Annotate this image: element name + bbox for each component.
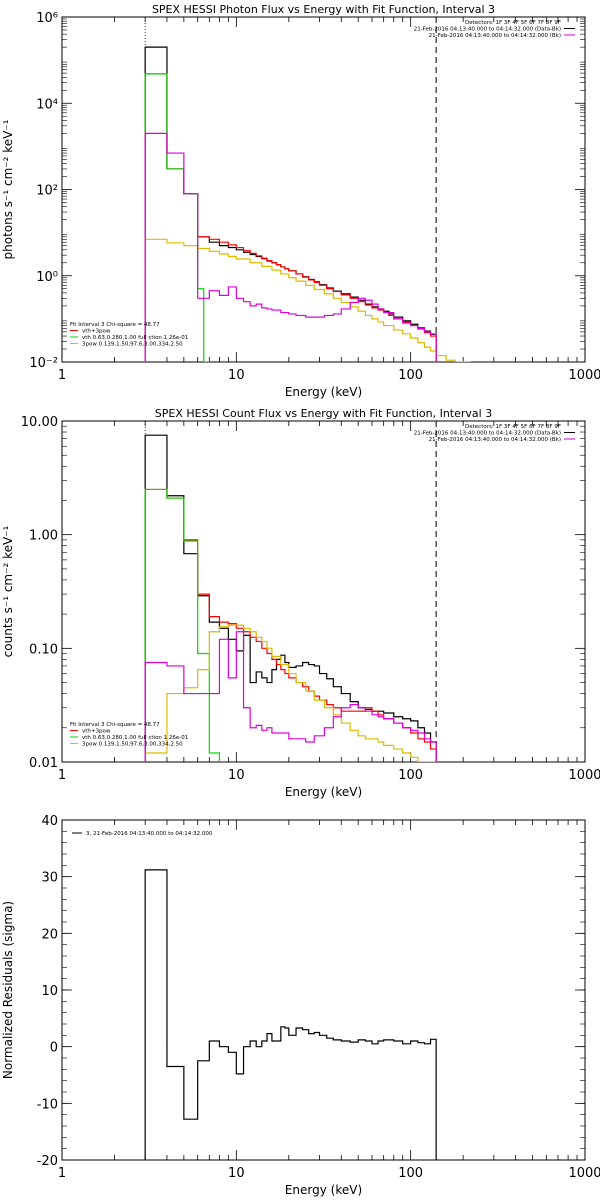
legend-bottomleft-text: vth+3pow [82, 329, 111, 335]
legend-bottomleft-text: vth 0.63,0.280,1.00 full ction 1.26e-01 [82, 735, 188, 741]
y-tick-label: 20 [41, 927, 58, 942]
x-tick-label: 100 [398, 1166, 423, 1181]
series-4-line [144, 631, 437, 762]
y-tick-label: 0.10 [29, 642, 58, 657]
y-tick-label: 10⁴ [36, 97, 58, 112]
y-axis-label: counts s⁻¹ cm⁻² keV⁻¹ [1, 525, 15, 657]
series-0-line [144, 434, 437, 762]
legend-bottomleft-text: 3pow 0.139,1.50,97.6,3.00,334,2.50 [82, 742, 183, 748]
x-tick-label: 1000 [568, 768, 600, 783]
legend-topright-text: 21-Feb-2016 04:13:40.000 to 04:14:32.000… [429, 437, 561, 443]
series-2-line [144, 73, 210, 362]
legend-bottomleft-text: Fit Interval 3 Chi-square = 48.77 [70, 722, 160, 728]
y-tick-label: -20 [37, 1154, 58, 1169]
count-flux-panel: SPEX HESSI Count Flux vs Energy with Fit… [1, 407, 600, 799]
x-tick-label: 1000 [568, 1166, 600, 1181]
x-tick-label: 1 [58, 368, 66, 383]
x-tick-label: 100 [398, 368, 423, 383]
photon-flux-panel: SPEX HESSI Photon Flux vs Energy with Fi… [1, 3, 600, 399]
series-group [144, 421, 437, 762]
y-axis-label: photons s⁻¹ cm⁻² keV⁻¹ [1, 119, 15, 259]
x-tick-label: 10 [228, 768, 245, 783]
y-tick-label: -10 [37, 1097, 58, 1112]
y-tick-label: 0 [50, 1041, 58, 1056]
legend-topleft-text: 3, 21-Feb-2016 04:13:40.000 to 04:14:32.… [86, 831, 213, 837]
y-tick-label: 10⁶ [36, 11, 58, 26]
y-tick-label: 10⁰ [36, 270, 58, 285]
series-0-line [144, 46, 437, 362]
legend-bottomleft-text: Fit Interval 3 Chi-square = 48.77 [70, 322, 160, 328]
y-tick-label: 40 [41, 814, 58, 829]
x-axis-label: Energy (keV) [285, 1183, 362, 1197]
series-3-line [144, 624, 437, 762]
series-4-line [144, 132, 437, 362]
residuals-panel: Energy (keV) Normalized Residuals (sigma)… [1, 814, 600, 1197]
y-tick-label: 10⁻² [29, 356, 58, 371]
series-2-line [144, 488, 221, 762]
series-1-line [144, 488, 437, 762]
y-tick-label: 1.00 [29, 529, 58, 544]
y-tick-label: 10 [41, 984, 58, 999]
legend-bottomleft-text: 3pow 0.139,1.50,97.6,3.00,334,2.50 [82, 342, 183, 348]
plot-frame [61, 819, 586, 1161]
plot-frame [61, 420, 586, 763]
series-1-line [144, 73, 437, 362]
legend-topright-text: 21-Feb-2016 04:13:40.000 to 04:14:32.000… [414, 27, 561, 33]
x-axis-label: Energy (keV) [285, 385, 362, 399]
chart-title: SPEX HESSI Count Flux vs Energy with Fit… [155, 407, 492, 420]
y-tick-label: 30 [41, 871, 58, 886]
x-tick-label: 1 [58, 1166, 66, 1181]
legend-bottomleft-text: vth 0.63,0.280,1.00 full ction 1.26e-01 [82, 335, 188, 341]
series-group [144, 869, 437, 1160]
y-tick-label: 10.00 [21, 415, 58, 430]
series-3-line [144, 238, 471, 362]
series-group [144, 17, 471, 362]
x-tick-label: 1 [58, 768, 66, 783]
legend-topright-text: Detectors: 1F 3F 4F 5F 6F 7F 8F 9F [465, 424, 561, 430]
legend-topright-text: Detectors: 1F 3F 4F 5F 6F 7F 8F 9F [465, 20, 561, 26]
x-axis-label: Energy (keV) [285, 785, 362, 799]
x-tick-label: 10 [228, 1166, 245, 1181]
x-tick-label: 10 [228, 368, 245, 383]
legend-bottomleft-text: vth+3pow [82, 729, 111, 735]
x-tick-label: 1000 [568, 368, 600, 383]
legend-topright-text: 21-Feb-2016 04:13:40.000 to 04:14:32.000… [429, 33, 561, 39]
x-tick-label: 100 [398, 768, 423, 783]
y-tick-label: 10² [36, 184, 58, 199]
plot-frame [61, 16, 586, 363]
y-tick-label: 0.01 [29, 756, 58, 771]
chart-title: SPEX HESSI Photon Flux vs Energy with Fi… [152, 3, 495, 16]
y-axis-label: Normalized Residuals (sigma) [1, 901, 15, 1079]
legend-topright-text: 21-Feb-2016 04:13:40.000 to 04:14:32.000… [414, 431, 561, 437]
series-0-line [144, 869, 437, 1160]
